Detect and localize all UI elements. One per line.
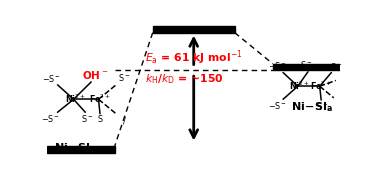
Text: OH$^-$: OH$^-$: [82, 69, 108, 81]
Text: $\mathit{E}_\mathrm{a}$ = 61 kJ mol$^{-1}$: $\mathit{E}_\mathrm{a}$ = 61 kJ mol$^{-1…: [146, 48, 243, 67]
Text: S$^-$: S$^-$: [300, 59, 312, 70]
Text: S$^-$: S$^-$: [81, 113, 93, 124]
Text: $\mathbf{Ni\!-\!SI_r}$: $\mathbf{Ni\!-\!SI_r}$: [54, 142, 96, 155]
Text: $\mathbf{Ni\!-\!SI_a}$: $\mathbf{Ni\!-\!SI_a}$: [291, 100, 333, 114]
Text: $\mathit{k}_\mathrm{H}$/$\mathit{k}_\mathrm{D}$ = ~150: $\mathit{k}_\mathrm{H}$/$\mathit{k}_\mat…: [146, 72, 224, 86]
Text: $-$S$^-$: $-$S$^-$: [268, 100, 287, 111]
Text: Ni$^{2+}$: Ni$^{2+}$: [65, 92, 85, 105]
Text: S$^-$: S$^-$: [316, 101, 329, 112]
Text: $-$S$^-$: $-$S$^-$: [268, 61, 287, 71]
Text: Fe$^{2+}$: Fe$^{2+}$: [310, 80, 332, 92]
Text: Ni$^{2+}$: Ni$^{2+}$: [289, 80, 309, 92]
Text: $-$S$^-$: $-$S$^-$: [41, 113, 60, 124]
Text: S$^-$: S$^-$: [330, 61, 342, 72]
Bar: [47, 146, 115, 153]
Bar: [153, 26, 235, 33]
Text: $-$S$^-$: $-$S$^-$: [42, 73, 61, 84]
Text: Fe$^{2+}$: Fe$^{2+}$: [89, 92, 111, 105]
Text: S$^-$: S$^-$: [118, 72, 130, 83]
Text: /: /: [124, 116, 126, 125]
Bar: [273, 64, 340, 70]
Text: S: S: [98, 115, 102, 124]
